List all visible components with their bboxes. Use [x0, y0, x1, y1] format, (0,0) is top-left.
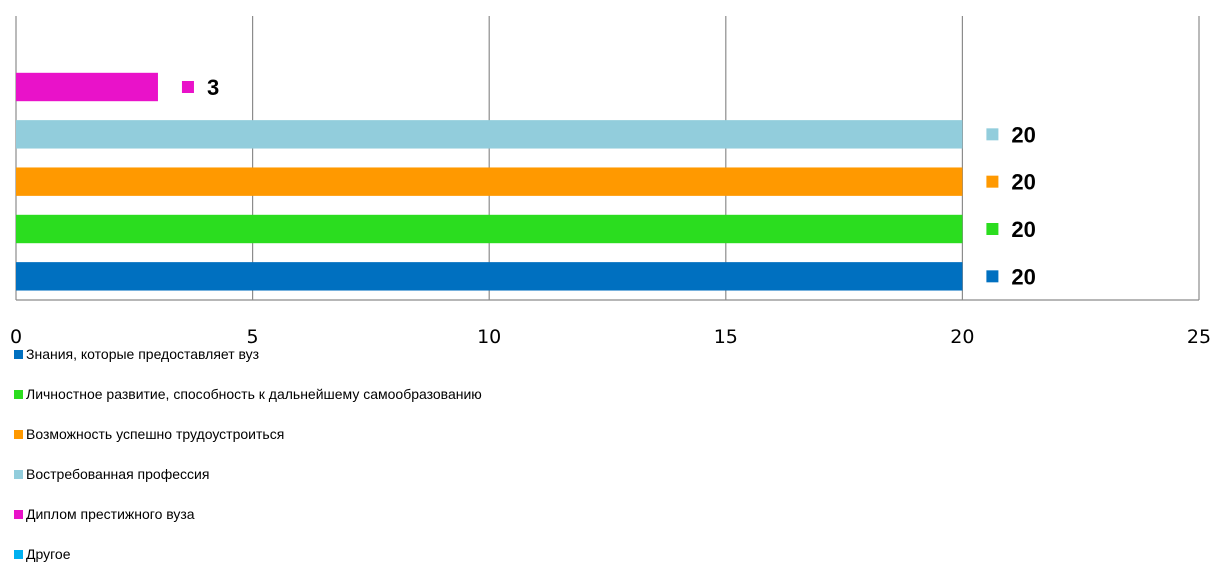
x-tick-label: 10 [477, 326, 501, 348]
legend-swatch [14, 350, 23, 359]
legend-label: Другое [26, 546, 70, 562]
data-label: 20 [1011, 122, 1035, 147]
data-label: 20 [1011, 170, 1035, 195]
legend-item: Личностное развитие, способность к дальн… [14, 384, 482, 404]
legend-label: Диплом престижного вуза [26, 506, 195, 522]
bar [16, 262, 962, 290]
legend-label: Востребованная профессия [26, 466, 209, 482]
legend-swatch [14, 510, 23, 519]
legend-swatch [14, 470, 23, 479]
data-label-swatch [986, 128, 998, 140]
legend-item: Другое [14, 544, 70, 564]
data-label-swatch [986, 176, 998, 188]
data-label-swatch [986, 223, 998, 235]
legend-swatch [14, 550, 23, 559]
x-axis: 0 5 10 15 20 25 [10, 300, 1211, 348]
bar [16, 167, 962, 195]
grid-lines [16, 16, 1199, 300]
data-label: 20 [1011, 217, 1035, 242]
bar [16, 215, 962, 243]
data-label: 20 [1011, 264, 1035, 289]
bar [16, 120, 962, 148]
legend-item: Диплом престижного вуза [14, 504, 195, 524]
x-tick-label: 15 [714, 326, 738, 348]
legend-swatch [14, 390, 23, 399]
data-label: 3 [207, 75, 219, 100]
legend-item: Востребованная профессия [14, 464, 209, 484]
legend-label: Возможность успешно трудоустроиться [26, 426, 284, 442]
bar [16, 73, 158, 101]
data-label-swatch [182, 81, 194, 93]
x-tick-label: 25 [1187, 326, 1211, 348]
legend-item: Возможность успешно трудоустроиться [14, 424, 284, 444]
x-tick-label: 20 [950, 326, 974, 348]
legend-swatch [14, 430, 23, 439]
legend-item: Знания, которые предоставляет вуз [14, 344, 259, 364]
data-label-swatch [986, 270, 998, 282]
legend-label: Личностное развитие, способность к дальн… [26, 386, 482, 402]
legend-label: Знания, которые предоставляет вуз [26, 346, 259, 362]
